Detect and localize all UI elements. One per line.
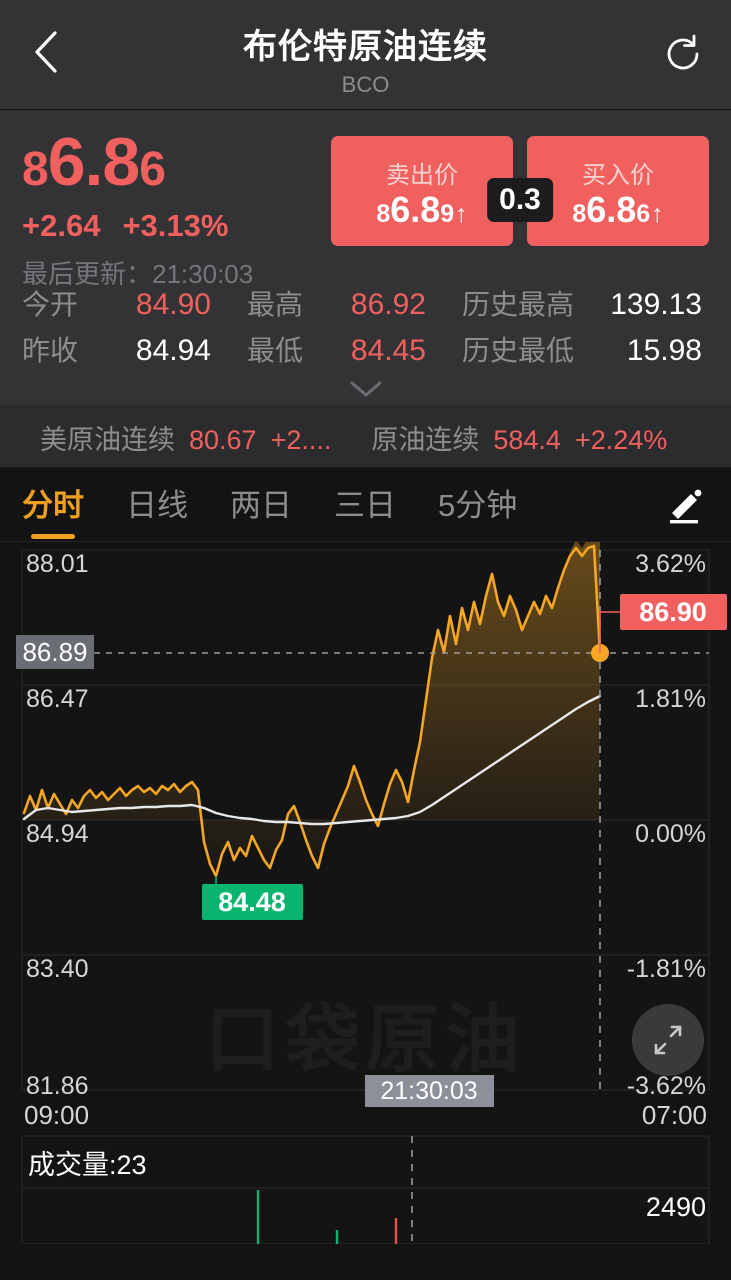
stats-expand-button[interactable] (0, 372, 731, 406)
crosshair-price-badge: 86.89 (22, 637, 87, 667)
price-last-digit: 6 (139, 143, 166, 196)
refresh-button[interactable] (657, 28, 709, 80)
price-chart[interactable]: 86.90 84.48 88.01 86.47 84.94 83.40 81.8… (0, 542, 731, 1134)
y-axis-pct-3: -1.81% (627, 955, 706, 983)
y-axis-pct-1: 1.81% (635, 685, 706, 713)
stat-hist-high: 历史最高 139.13 (462, 283, 702, 323)
y-axis-label-2: 84.94 (26, 820, 89, 848)
related-change: +2.24% (574, 424, 668, 455)
x-axis-start-time: 09:00 (24, 1100, 89, 1130)
related-change: +2.... (270, 424, 332, 455)
bid-card[interactable]: 买入价 8 6.8 6 ↑ (527, 136, 709, 246)
stat-high-value: 86.92 (350, 288, 426, 321)
y-axis-pct-0: 3.62% (635, 550, 706, 578)
change-percent: +3.13% (122, 208, 229, 243)
stat-open-value: 84.90 (135, 288, 211, 321)
stat-hist-low-value: 15.98 (626, 334, 702, 367)
chart-low-marker-label: 84.48 (218, 887, 286, 917)
stat-hist-high-label: 历史最高 (462, 289, 575, 320)
price-first-digit: 8 (22, 143, 49, 196)
quote-panel: 8 6.8 6 +2.64 +3.13% 最后更新：21:30:03 卖出价 8… (0, 110, 731, 289)
app-header: 布伦特原油连续 BCO (0, 0, 731, 110)
chart-high-marker-label: 86.90 (639, 597, 707, 627)
bid-last-digit: 6 (636, 199, 651, 228)
related-value: 584.4 (493, 424, 561, 455)
stat-prev-close: 昨收 84.94 (22, 329, 247, 369)
last-price: 8 6.8 6 (22, 128, 709, 196)
ask-first-digit: 8 (376, 199, 391, 228)
stat-open: 今开 84.90 (22, 283, 247, 323)
bid-first-digit: 8 (572, 199, 587, 228)
chevron-left-icon (35, 31, 57, 73)
ask-major: 6.8 (390, 188, 441, 230)
stats-grid: 今开 84.90 最高 86.92 历史最高 139.13 昨收 84.94 最… (0, 280, 731, 372)
header-titles: 布伦特原油连续 BCO (243, 0, 488, 100)
stat-hist-high-value: 139.13 (610, 288, 702, 321)
crosshair-time-badge: 21:30:03 (380, 1077, 477, 1105)
y-axis-pct-4: -3.62% (627, 1072, 706, 1100)
volume-max-label: 2490 (646, 1192, 706, 1222)
chart-expand-button[interactable] (632, 1004, 704, 1076)
stat-prev-close-label: 昨收 (22, 335, 79, 366)
tab-intraday[interactable]: 分时 (22, 480, 84, 529)
related-name: 美原油连续 (40, 424, 175, 455)
tab-two-day[interactable]: 两日 (230, 488, 292, 523)
tab-five-minute[interactable]: 5分钟 (438, 488, 518, 523)
bid-ask-group: 卖出价 8 6.8 9 ↑ 买入价 8 6.8 6 ↑ 0.3 (331, 136, 709, 246)
bid-label: 买入价 (582, 161, 654, 189)
related-value: 80.67 (189, 424, 257, 455)
y-axis-pct-2: 0.00% (635, 820, 706, 848)
related-name: 原油连续 (371, 424, 480, 455)
last-updated: 最后更新：21:30:03 (22, 259, 254, 289)
price-chart-svg: 86.90 84.48 88.01 86.47 84.94 83.40 81.8… (16, 542, 727, 1130)
ask-card[interactable]: 卖出价 8 6.8 9 ↑ (331, 136, 513, 246)
stat-hist-low-label: 历史最低 (462, 335, 575, 366)
y-axis-label-3: 83.40 (26, 955, 89, 983)
volume-chart[interactable]: 成交量:23 2490 (0, 1134, 731, 1244)
tab-three-day[interactable]: 三日 (334, 488, 396, 523)
pencil-icon (670, 489, 702, 524)
stat-low: 最低 84.45 (247, 329, 462, 369)
tab-daily[interactable]: 日线 (126, 488, 188, 523)
stats-row-2: 昨收 84.94 最低 84.45 历史最低 15.98 (22, 326, 709, 372)
ask-label: 卖出价 (386, 161, 458, 189)
change-row: +2.64 +3.13% (22, 208, 709, 244)
bid-major: 6.8 (586, 188, 637, 230)
stat-high: 最高 86.92 (247, 283, 462, 323)
chart-period-tabs: 分时 日线 两日 三日 5分钟 (0, 468, 731, 542)
refresh-icon (667, 34, 699, 70)
stats-row-1: 今开 84.90 最高 86.92 历史最高 139.13 (22, 280, 709, 326)
stat-prev-close-value: 84.94 (135, 334, 211, 367)
bid-price: 8 6.8 6 ↑ (572, 188, 664, 230)
spread-badge: 0.3 (487, 178, 553, 222)
back-button[interactable] (20, 26, 72, 78)
stat-low-value: 84.45 (350, 334, 426, 367)
page-title: 布伦特原油连续 (243, 28, 488, 66)
expand-icon (654, 1025, 682, 1055)
related-item-sc[interactable]: 原油连续 584.4 +2.24% (331, 418, 667, 457)
y-axis-label-1: 86.47 (26, 685, 89, 713)
related-instruments-bar: 美原油连续 80.67 +2.... 原油连续 584.4 +2.24% (0, 406, 731, 468)
change-absolute: +2.64 (22, 208, 101, 243)
stat-low-label: 最低 (247, 335, 304, 366)
chevron-down-icon (350, 381, 381, 397)
related-item-wti[interactable]: 美原油连续 80.67 +2.... (0, 418, 331, 457)
edit-indicators-button[interactable] (661, 484, 707, 533)
y-axis-label-0: 88.01 (26, 550, 89, 578)
ask-price: 8 6.8 9 ↑ (376, 188, 468, 230)
x-axis-end-time: 07:00 (642, 1100, 707, 1130)
ask-last-digit: 9 (440, 199, 455, 228)
stat-hist-low: 历史最低 15.98 (462, 329, 702, 369)
volume-label: 成交量:23 (28, 1150, 147, 1180)
ask-arrow-up-icon: ↑ (455, 199, 468, 228)
symbol-code: BCO (341, 72, 390, 97)
bid-arrow-up-icon: ↑ (651, 199, 664, 228)
price-major: 6.8 (47, 124, 141, 200)
y-axis-label-4: 81.86 (26, 1072, 89, 1100)
stat-high-label: 最高 (247, 289, 304, 320)
stat-open-label: 今开 (22, 289, 79, 320)
